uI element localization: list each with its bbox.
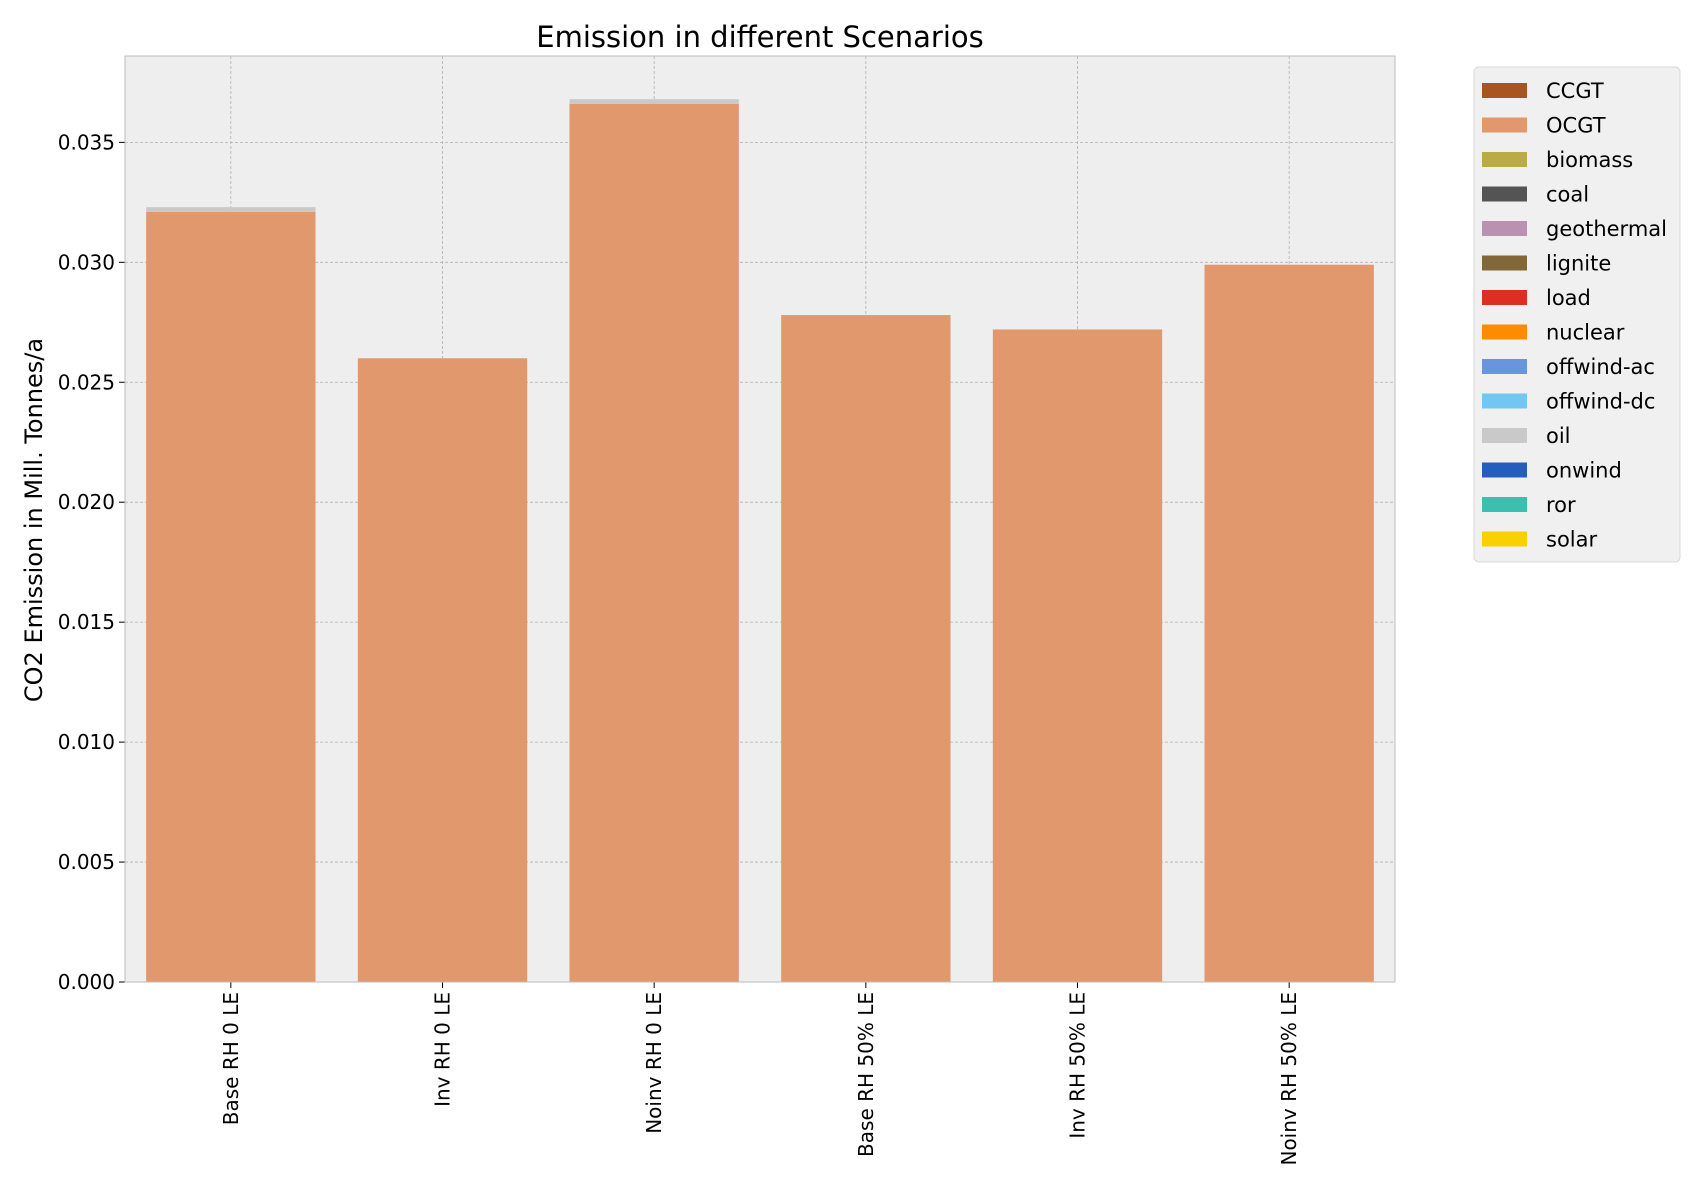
y-tick-label: 0.015 xyxy=(58,610,115,634)
y-tick-label: 0.020 xyxy=(58,490,115,514)
legend-label: lignite xyxy=(1546,252,1611,276)
legend-swatch xyxy=(1482,255,1527,271)
y-tick-label: 0.035 xyxy=(58,130,115,154)
y-tick-label: 0.000 xyxy=(58,970,115,994)
bar-oil xyxy=(146,207,316,212)
legend-swatch xyxy=(1482,290,1527,305)
legend-label: geothermal xyxy=(1546,217,1667,241)
legend-swatch xyxy=(1482,117,1527,133)
y-tick-label: 0.025 xyxy=(58,370,115,394)
legend-label: offwind-dc xyxy=(1546,390,1655,414)
legend-swatch xyxy=(1482,359,1527,374)
y-tick-label: 0.010 xyxy=(58,730,115,754)
legend-label: nuclear xyxy=(1546,321,1625,345)
legend: CCGT OCGT biomass coal geothermal lignite load… xyxy=(1473,66,1681,563)
legend-label: coal xyxy=(1546,183,1589,207)
legend-label: onwind xyxy=(1546,459,1622,483)
x-tick-label: Base RH 50% LE xyxy=(854,992,878,1157)
legend-label: ror xyxy=(1546,493,1576,517)
legend-label: solar xyxy=(1546,528,1597,552)
legend-swatch xyxy=(1482,531,1527,547)
legend-swatch xyxy=(1482,152,1527,167)
legend-label: oil xyxy=(1546,424,1571,448)
bar-ocgt xyxy=(781,315,951,982)
legend-label: load xyxy=(1546,286,1591,310)
x-tick-label: Inv RH 0 LE xyxy=(431,992,455,1107)
bar-oil xyxy=(569,99,739,104)
legend-label: offwind-ac xyxy=(1546,355,1655,379)
bar-ocgt xyxy=(146,211,316,983)
y-tick-label: 0.030 xyxy=(58,250,115,274)
legend-swatch xyxy=(1482,324,1527,340)
y-tick-label: 0.005 xyxy=(58,850,115,874)
legend-label: biomass xyxy=(1546,148,1633,172)
bar-ocgt xyxy=(357,358,528,983)
x-tick-label: Noinv RH 50% LE xyxy=(1277,992,1301,1166)
legend-swatch xyxy=(1482,221,1527,236)
legend-swatch xyxy=(1482,186,1527,202)
legend-label: OCGT xyxy=(1546,114,1606,138)
legend-swatch xyxy=(1482,428,1527,443)
legend-swatch xyxy=(1482,462,1527,478)
x-tick-label: Noinv RH 0 LE xyxy=(642,992,666,1134)
bar-ocgt xyxy=(992,329,1163,982)
legend-box xyxy=(1473,66,1681,563)
legend-swatch xyxy=(1482,393,1527,409)
x-tick-label: Base RH 0 LE xyxy=(219,992,243,1125)
legend-swatch xyxy=(1482,497,1527,512)
x-tick-label: Inv RH 50% LE xyxy=(1066,992,1090,1139)
plot-background xyxy=(125,56,1395,982)
bar-ocgt xyxy=(1204,264,1374,982)
bar-ocgt xyxy=(569,103,739,983)
y-axis-title: CO2 Emission in Mill. Tonnes/a xyxy=(20,338,48,702)
chart-title: Emission in different Scenarios xyxy=(536,20,983,54)
legend-swatch xyxy=(1482,83,1527,98)
plot-area: 0.000 0.005 0.010 0.015 0.020 0.025 0.030 0.035… xyxy=(58,55,1396,1166)
legend-label: CCGT xyxy=(1546,79,1604,103)
plot-frame xyxy=(124,55,1396,983)
